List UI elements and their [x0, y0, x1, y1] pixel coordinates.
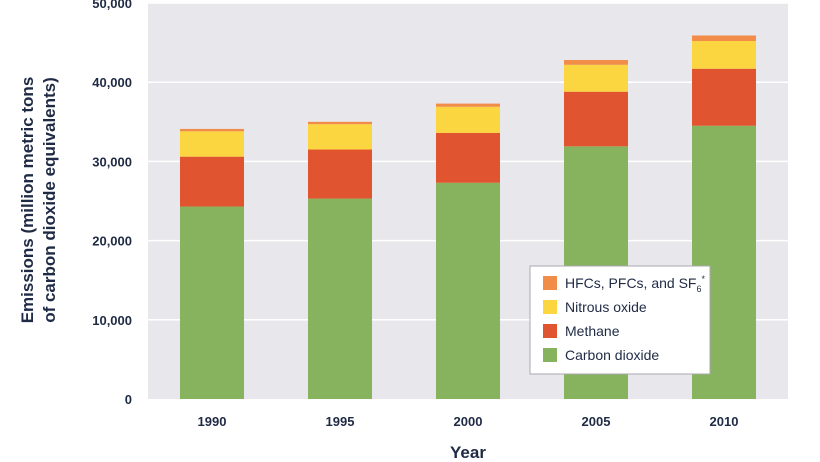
bar-segment-2000-nitrous-oxide	[436, 106, 500, 133]
bar-segment-1990-hfcs	[180, 128, 244, 132]
legend-box	[529, 265, 711, 375]
bar-segment-1995-methane	[308, 149, 372, 199]
legend-label-carbon-dioxide: Carbon dioxide	[565, 347, 659, 363]
bar-segment-2000-methane	[436, 132, 500, 183]
bar-segment-2005-hfcs	[564, 60, 628, 65]
bar-segment-1995-hfcs	[308, 121, 372, 125]
legend-label-methane: Methane	[565, 323, 620, 339]
bar-segment-1990-methane	[180, 156, 244, 207]
bar-segment-2005-nitrous-oxide	[564, 64, 628, 92]
bar-segment-2005-methane	[564, 91, 628, 147]
y-tick-label: 10,000	[92, 313, 132, 328]
x-tick-label: 2000	[454, 414, 483, 429]
bar-segment-2010-nitrous-oxide	[692, 41, 756, 69]
x-tick-label: 2010	[710, 414, 739, 429]
y-tick-label: 40,000	[92, 75, 132, 90]
x-tick-labels: 1990 1995 2000 2005 2010	[198, 414, 739, 429]
legend-label-nitrous-oxide: Nitrous oxide	[565, 299, 647, 315]
y-axis-title-line-1: Emissions (million metric tons	[18, 77, 37, 324]
legend-swatch-carbon-dioxide	[543, 348, 557, 362]
bar-segment-2010-methane	[692, 68, 756, 126]
y-tick-labels: 0 10,000 20,000 30,000 40,000 50,000	[92, 0, 132, 407]
x-axis-title: Year	[450, 443, 486, 462]
legend-swatch-nitrous-oxide	[543, 300, 557, 314]
legend-label-hfcs: HFCs, PFCs, and SF6*	[565, 274, 705, 294]
bar-segment-2000-carbon-dioxide	[436, 182, 500, 399]
y-tick-label: 50,000	[92, 0, 132, 11]
y-tick-label: 0	[125, 392, 132, 407]
y-axis-title-line-2: of carbon dioxide equivalents)	[40, 77, 59, 323]
legend-swatch-methane	[543, 324, 557, 338]
bar-segment-1995-carbon-dioxide	[308, 198, 372, 399]
bar-segment-1995-nitrous-oxide	[308, 124, 372, 150]
bar-segment-2010-hfcs	[692, 35, 756, 42]
bar-segment-2000-hfcs	[436, 103, 500, 107]
y-tick-label: 20,000	[92, 234, 132, 249]
x-tick-label: 2005	[582, 414, 611, 429]
x-tick-label: 1990	[198, 414, 227, 429]
y-tick-label: 30,000	[92, 154, 132, 169]
bar-segment-1990-nitrous-oxide	[180, 131, 244, 157]
x-tick-label: 1995	[326, 414, 355, 429]
legend-swatch-hfcs	[543, 276, 557, 290]
legend: HFCs, PFCs, and SF6* Nitrous oxide Metha…	[529, 265, 711, 375]
bar-segment-1990-carbon-dioxide	[180, 206, 244, 399]
